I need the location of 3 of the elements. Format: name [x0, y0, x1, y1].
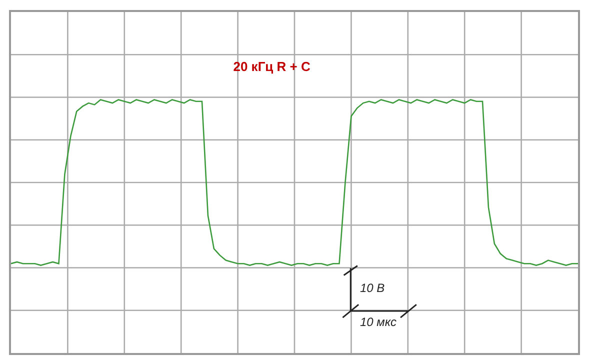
text: 10 В [360, 281, 385, 295]
chart-title: 20 кГц R + C [233, 59, 311, 74]
text: 10 мкс [360, 315, 396, 329]
